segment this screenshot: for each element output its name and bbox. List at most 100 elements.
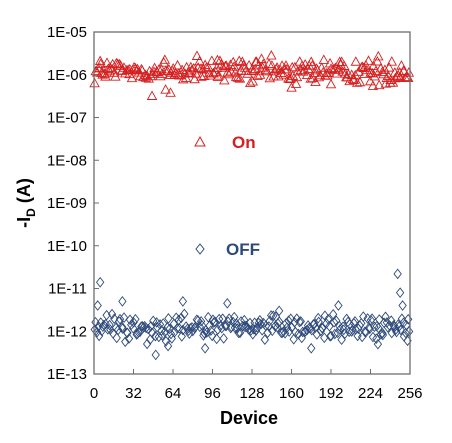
on-data-point <box>201 62 212 72</box>
off-data-point <box>213 324 222 335</box>
off-data-point <box>96 276 105 288</box>
off-data-point <box>93 300 102 311</box>
on-data-point <box>394 67 405 77</box>
y-axis-title-sub: D <box>24 208 38 217</box>
off-data-point <box>121 336 130 348</box>
off-data-point <box>387 327 396 339</box>
on-data-point <box>211 62 223 72</box>
on-data-point <box>138 71 149 81</box>
off-data-point <box>173 322 182 334</box>
off-data-point <box>325 320 334 332</box>
on-data-point <box>334 56 345 66</box>
y-tick-label: 1E-06 <box>47 67 87 84</box>
x-tick-label: 0 <box>90 385 98 402</box>
on-data-point <box>318 54 330 64</box>
on-data-point <box>225 65 237 76</box>
off-data-point <box>163 340 173 352</box>
on-data-point <box>344 75 355 86</box>
off-data-point <box>236 316 246 327</box>
off-data-point <box>103 323 112 335</box>
off-data-point <box>131 313 140 325</box>
off-data-point <box>361 326 371 338</box>
on-data-point <box>312 64 323 75</box>
on-data-point <box>191 50 203 60</box>
on-data-point <box>252 70 263 81</box>
off-data-point <box>209 317 218 328</box>
on-data-point <box>350 69 361 80</box>
on-data-point <box>95 58 106 68</box>
on-data-point <box>165 87 176 97</box>
off-data-point <box>200 342 210 354</box>
off-data-point <box>166 328 176 340</box>
off-data-point <box>387 315 396 326</box>
off-data-point <box>312 329 322 340</box>
off-data-point <box>249 323 259 335</box>
off-data-point <box>219 333 228 344</box>
on-data-point <box>217 62 229 72</box>
off-data-point <box>161 335 171 347</box>
off-data-point <box>375 314 384 325</box>
off-data-point <box>214 313 224 325</box>
off-data-point <box>334 300 343 311</box>
off-data-point <box>316 325 325 337</box>
off-data-point <box>359 311 368 322</box>
off-data-point <box>206 325 216 337</box>
y-axis-title-unit: (A) <box>14 178 34 208</box>
on-data-point <box>155 70 166 81</box>
off-data-point <box>284 315 293 327</box>
off-data-point <box>345 326 354 338</box>
off-data-point <box>187 322 197 333</box>
on-data-point <box>280 60 292 70</box>
off-data-point <box>381 311 390 323</box>
on-data-point <box>286 82 297 92</box>
on-data-point <box>219 74 230 85</box>
on-data-point <box>143 73 154 83</box>
off-data-point <box>372 333 381 345</box>
off-data-point <box>256 318 266 330</box>
on-data-point <box>403 67 415 77</box>
off-data-point <box>310 318 319 330</box>
off-data-point <box>112 332 121 344</box>
y-tick-label: 1E-13 <box>47 366 87 383</box>
off-data-point <box>296 316 305 327</box>
on-data-point <box>111 57 122 68</box>
off-data-point <box>178 296 188 307</box>
off-data-point <box>177 312 186 324</box>
on-data-point <box>284 73 296 84</box>
off-data-point <box>367 313 377 324</box>
on-data-point <box>104 65 115 76</box>
off-data-point <box>326 330 336 342</box>
on-data-point <box>146 90 158 100</box>
on-data-point <box>354 76 366 87</box>
off-data-point <box>234 327 243 339</box>
on-data-point <box>232 72 244 82</box>
y-tick-label: 1E-09 <box>47 195 87 212</box>
on-data-point <box>263 58 275 68</box>
on-data-point <box>159 54 171 64</box>
off-data-point <box>141 322 151 334</box>
off-data-point <box>390 321 399 333</box>
off-data-point <box>180 308 189 320</box>
off-data-point <box>269 310 278 322</box>
off-data-point <box>368 331 378 343</box>
on-data-point <box>289 61 301 72</box>
on-data-point <box>367 80 379 90</box>
on-data-point <box>278 69 289 79</box>
off-data-point <box>129 316 138 328</box>
off-data-point <box>188 325 197 337</box>
off-data-point <box>267 310 276 321</box>
off-data-point <box>118 296 127 307</box>
on-data-point <box>324 57 336 68</box>
on-data-point <box>233 55 245 65</box>
off-data-point <box>325 331 335 342</box>
off-data-point <box>274 305 284 317</box>
on-data-point <box>213 70 225 80</box>
off-data-point <box>94 330 104 342</box>
on-data-point <box>248 65 259 76</box>
x-tick-label: 224 <box>358 385 383 402</box>
y-tick-label: 1E-10 <box>47 238 87 255</box>
on-data-point <box>206 55 218 65</box>
on-data-point <box>180 72 192 82</box>
x-tick-label: 128 <box>239 385 264 402</box>
